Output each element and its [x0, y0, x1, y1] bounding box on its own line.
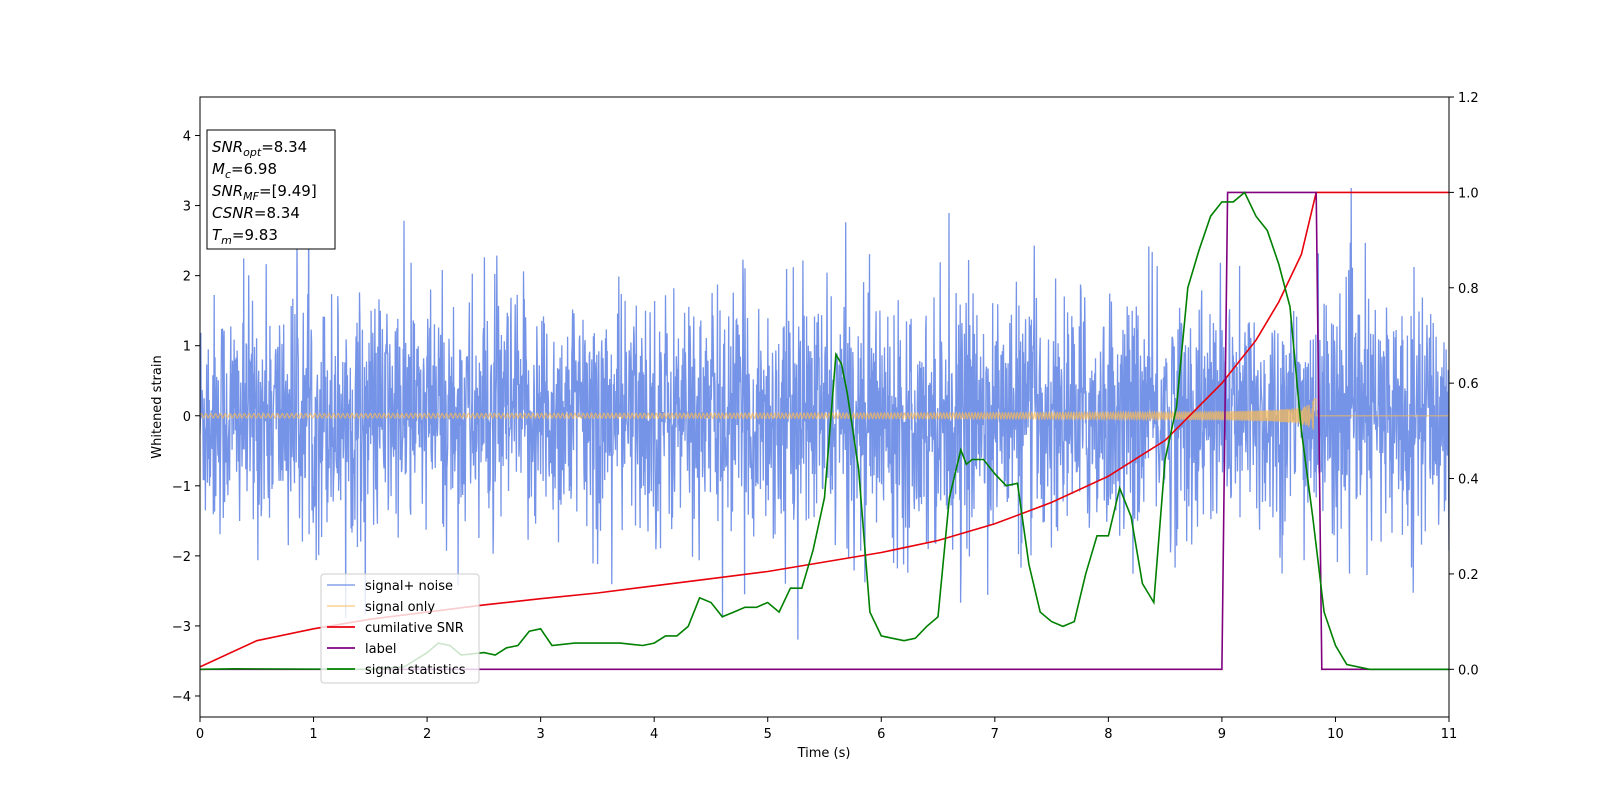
x-tick-label: 2: [423, 727, 431, 742]
y-axis-label: Whitened strain: [150, 355, 165, 458]
y-tick-label: −1: [172, 480, 191, 495]
x-tick-label: 7: [991, 727, 999, 742]
legend-entry: label: [365, 642, 396, 657]
annotation-line: CSNR=8.34: [212, 204, 300, 222]
y-tick-label: −3: [172, 620, 191, 635]
series-signal-noise-line: [200, 187, 1449, 640]
y2-tick-label: 1.0: [1458, 186, 1479, 201]
x-tick-label: 6: [877, 727, 885, 742]
legend-entry: cumilative SNR: [365, 621, 464, 636]
legend-entry: signal only: [365, 600, 435, 615]
y-tick-label: −2: [172, 550, 191, 565]
y-tick-label: 3: [183, 200, 191, 215]
legend-entry: signal+ noise: [365, 579, 453, 594]
x-axis-label: Time (s): [797, 746, 851, 761]
annotation-line: SNRMF=[9.49]: [212, 182, 317, 203]
axis-ticks: 0 1 2 3 4 5 6 7 8 9 10 1143210−1−2−3−41.21.00.80.60…: [172, 91, 1479, 742]
y-tick-label: 0: [183, 410, 191, 425]
y2-tick-label: 0.6: [1458, 377, 1479, 392]
legend: signal+ noise signal only cumilative SNR la…: [320, 573, 480, 684]
x-tick-label: 8: [1104, 727, 1112, 742]
x-tick-label: 5: [764, 727, 772, 742]
y-tick-label: 1: [183, 340, 191, 355]
y-tick-label: −4: [172, 690, 191, 705]
x-tick-label: 3: [536, 727, 544, 742]
legend-frame: [320, 573, 480, 684]
annotation-frame: [206, 129, 336, 250]
legend-entry: signal statistics: [365, 663, 466, 678]
annotation-line: SNRopt=8.34: [212, 138, 307, 159]
y2-tick-label: 0.0: [1458, 663, 1479, 678]
x-tick-label: 0: [196, 727, 204, 742]
x-tick-label: 10: [1327, 727, 1344, 742]
y2-tick-label: 0.2: [1458, 568, 1479, 583]
series-signal-only-line: [200, 398, 1449, 430]
annotation-line: Mc=6.98: [212, 160, 277, 181]
x-tick-label: 9: [1218, 727, 1226, 742]
y-tick-label: 2: [183, 270, 191, 285]
axes-frame: [199, 96, 1450, 718]
y2-tick-label: 1.2: [1458, 91, 1479, 106]
x-tick-label: 4: [650, 727, 658, 742]
y-tick-label: 4: [183, 130, 191, 145]
y2-tick-label: 0.8: [1458, 282, 1479, 297]
annotation-line: Tm=9.83: [212, 226, 278, 247]
x-tick-label: 1: [309, 727, 317, 742]
series-label-line: [200, 191, 1449, 671]
x-tick-label: 11: [1441, 727, 1458, 742]
series-signal-statistics-line: [200, 191, 1449, 671]
y2-tick-label: 0.4: [1458, 473, 1479, 488]
